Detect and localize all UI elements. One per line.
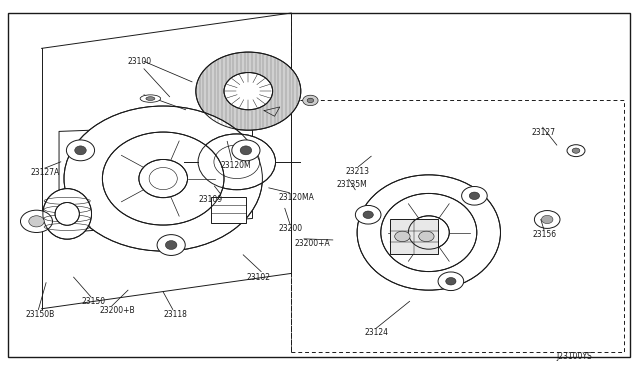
Ellipse shape (307, 98, 314, 103)
Text: 23100: 23100 (128, 57, 152, 66)
Ellipse shape (140, 95, 161, 102)
Ellipse shape (67, 140, 95, 161)
Text: 23156: 23156 (532, 230, 557, 239)
Ellipse shape (146, 97, 155, 100)
Text: 23102: 23102 (246, 273, 270, 282)
Ellipse shape (29, 216, 44, 227)
Ellipse shape (165, 241, 177, 250)
Ellipse shape (572, 148, 580, 153)
Ellipse shape (198, 134, 276, 190)
Text: 23150: 23150 (82, 297, 106, 306)
Text: 23118: 23118 (163, 310, 187, 319)
Ellipse shape (75, 146, 86, 155)
Bar (211, 197, 246, 223)
Text: 23150B: 23150B (26, 310, 55, 319)
Ellipse shape (381, 193, 477, 272)
Ellipse shape (461, 186, 487, 205)
Ellipse shape (363, 211, 373, 218)
Text: 23200+A: 23200+A (294, 239, 330, 248)
Ellipse shape (469, 192, 479, 199)
Ellipse shape (355, 205, 381, 224)
Text: 23200+B: 23200+B (99, 306, 135, 315)
Ellipse shape (157, 235, 185, 256)
Ellipse shape (139, 160, 188, 198)
Text: J23100YS: J23100YS (557, 352, 593, 360)
Ellipse shape (64, 106, 262, 251)
Ellipse shape (102, 132, 224, 225)
Ellipse shape (395, 231, 410, 242)
Ellipse shape (534, 211, 560, 228)
Ellipse shape (224, 73, 273, 110)
Ellipse shape (43, 189, 92, 239)
Text: 23120M: 23120M (221, 161, 252, 170)
Ellipse shape (567, 145, 585, 157)
Ellipse shape (196, 52, 301, 130)
Text: 23213: 23213 (346, 167, 370, 176)
Ellipse shape (55, 202, 79, 225)
Bar (291, 100, 624, 352)
Text: 23109: 23109 (198, 195, 223, 203)
Ellipse shape (357, 175, 500, 290)
Text: 23135M: 23135M (337, 180, 367, 189)
Ellipse shape (408, 216, 449, 249)
Ellipse shape (20, 210, 52, 232)
Bar (390, 219, 438, 254)
Text: 23127A: 23127A (31, 169, 60, 177)
Text: 23127: 23127 (531, 128, 555, 137)
Ellipse shape (541, 215, 553, 224)
Ellipse shape (438, 272, 463, 291)
Ellipse shape (232, 140, 260, 161)
Ellipse shape (445, 278, 456, 285)
Ellipse shape (419, 231, 434, 242)
Ellipse shape (240, 146, 252, 155)
Ellipse shape (303, 95, 318, 106)
Text: 23120MA: 23120MA (278, 193, 314, 202)
Text: 23124: 23124 (365, 328, 388, 337)
Text: 23200: 23200 (278, 224, 303, 233)
